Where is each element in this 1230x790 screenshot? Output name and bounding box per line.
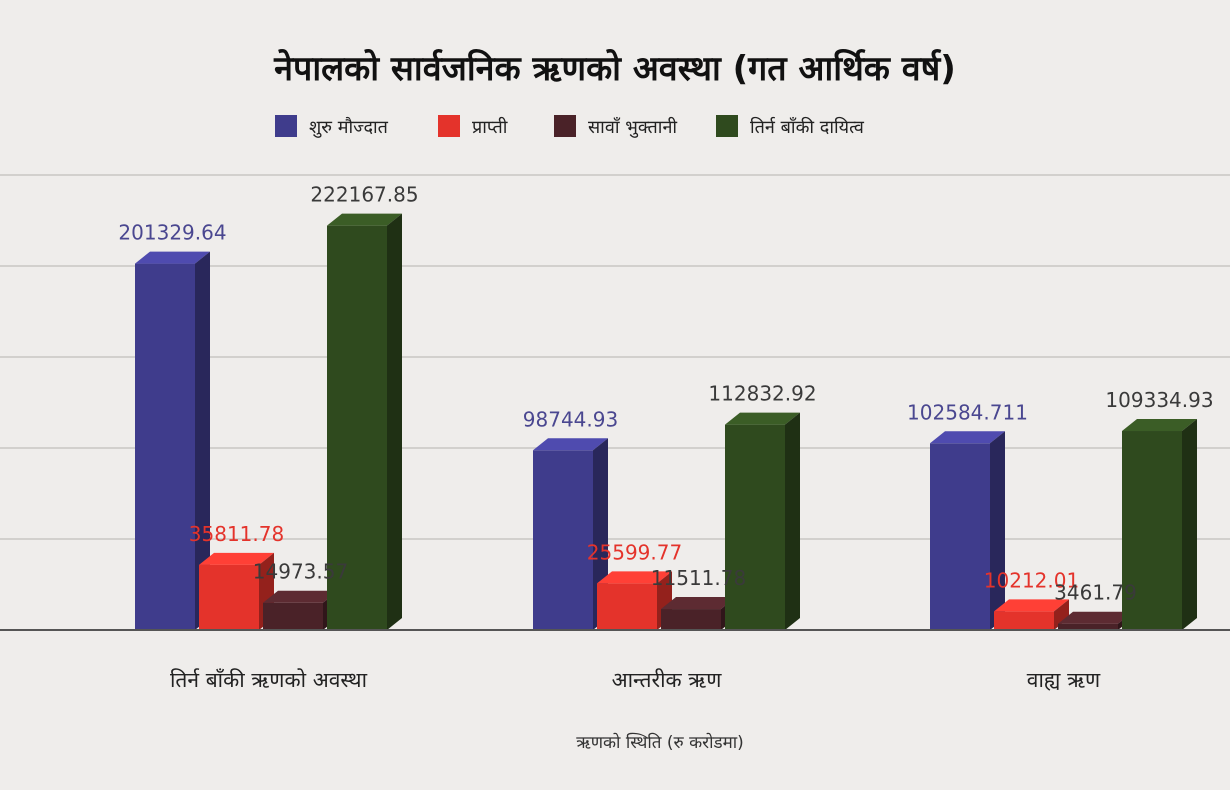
bar-front-face <box>994 611 1054 630</box>
bar-3-category-1 <box>263 590 338 630</box>
legend-label-1: शुरु मौज्दात <box>309 116 389 138</box>
data-label-4-category-3: 109334.93 <box>1105 388 1213 412</box>
legend-label-4: तिर्न बाँकी दायित्व <box>750 116 865 138</box>
legend-label-2: प्राप्ती <box>472 116 508 138</box>
bar-3-category-3 <box>1058 611 1133 630</box>
data-label-3-category-3: 3461.79 <box>1054 581 1137 605</box>
bar-top-face <box>1122 419 1197 432</box>
bar-front-face <box>725 424 785 630</box>
bar-4-category-3 <box>1122 419 1197 630</box>
data-label-2-category-3: 10212.01 <box>984 568 1079 592</box>
bar-side-face <box>387 213 402 630</box>
bar-top-face <box>597 571 672 584</box>
bar-front-face <box>1058 623 1118 630</box>
bar-3-category-2 <box>661 597 736 630</box>
chart-title: नेपालको सार्वजनिक ऋणको अवस्था (गत आर्थिक… <box>273 48 956 89</box>
legend-swatch-1 <box>275 115 297 137</box>
bar-1-category-1 <box>135 251 210 630</box>
data-label-2-category-1: 35811.78 <box>189 522 284 546</box>
bar-top-face <box>725 412 800 425</box>
bar-2-category-2 <box>597 571 672 630</box>
x-axis-title: ऋणको स्थिति (रु करोडमा) <box>576 732 744 753</box>
data-label-4-category-1: 222167.85 <box>310 183 418 207</box>
bar-1-category-3 <box>930 431 1005 630</box>
bar-side-face <box>785 412 800 630</box>
bar-front-face <box>199 564 259 630</box>
bar-2-category-3 <box>994 599 1069 630</box>
bar-top-face <box>135 251 210 264</box>
bar-front-face <box>1122 431 1182 630</box>
bar-front-face <box>135 263 195 630</box>
category-label-3: वाह्य ऋण <box>1027 668 1101 692</box>
bar-2-category-1 <box>199 552 274 630</box>
bar-side-face <box>990 431 1005 630</box>
bar-1-category-2 <box>533 438 608 630</box>
bar-side-face <box>195 251 210 630</box>
bar-top-face <box>533 438 608 451</box>
bar-side-face <box>1054 599 1069 630</box>
bar-top-face <box>1058 611 1133 624</box>
bar-top-face <box>263 590 338 603</box>
data-label-4-category-2: 112832.92 <box>708 382 816 406</box>
bar-front-face <box>533 450 593 630</box>
bar-top-face <box>994 599 1069 612</box>
data-label-3-category-1: 14973.57 <box>253 560 348 584</box>
bar-front-face <box>327 225 387 630</box>
legend-swatch-2 <box>438 115 460 137</box>
bar-front-face <box>263 602 323 630</box>
legend-swatch-4 <box>716 115 738 137</box>
bar-front-face <box>930 443 990 630</box>
data-label-2-category-2: 25599.77 <box>587 540 682 564</box>
bar-top-face <box>930 431 1005 444</box>
data-label-1-category-3: 102584.711 <box>907 400 1028 424</box>
bar-top-face <box>327 213 402 226</box>
bar-side-face <box>1182 419 1197 630</box>
legend-label-3: सावाँ भुक्तानी <box>588 116 677 138</box>
bar-4-category-1 <box>327 213 402 630</box>
bar-top-face <box>199 552 274 565</box>
data-label-1-category-1: 201329.64 <box>118 221 226 245</box>
category-label-1: तिर्न बाँकी ऋणको अवस्था <box>170 668 368 692</box>
bar-front-face <box>661 609 721 630</box>
data-label-1-category-2: 98744.93 <box>523 407 618 431</box>
legend-swatch-3 <box>554 115 576 137</box>
category-label-2: आन्तरीक ऋण <box>612 668 723 692</box>
bar-4-category-2 <box>725 412 800 630</box>
data-label-3-category-2: 11511.78 <box>651 566 746 590</box>
bar-top-face <box>661 597 736 610</box>
bar-front-face <box>597 583 657 630</box>
